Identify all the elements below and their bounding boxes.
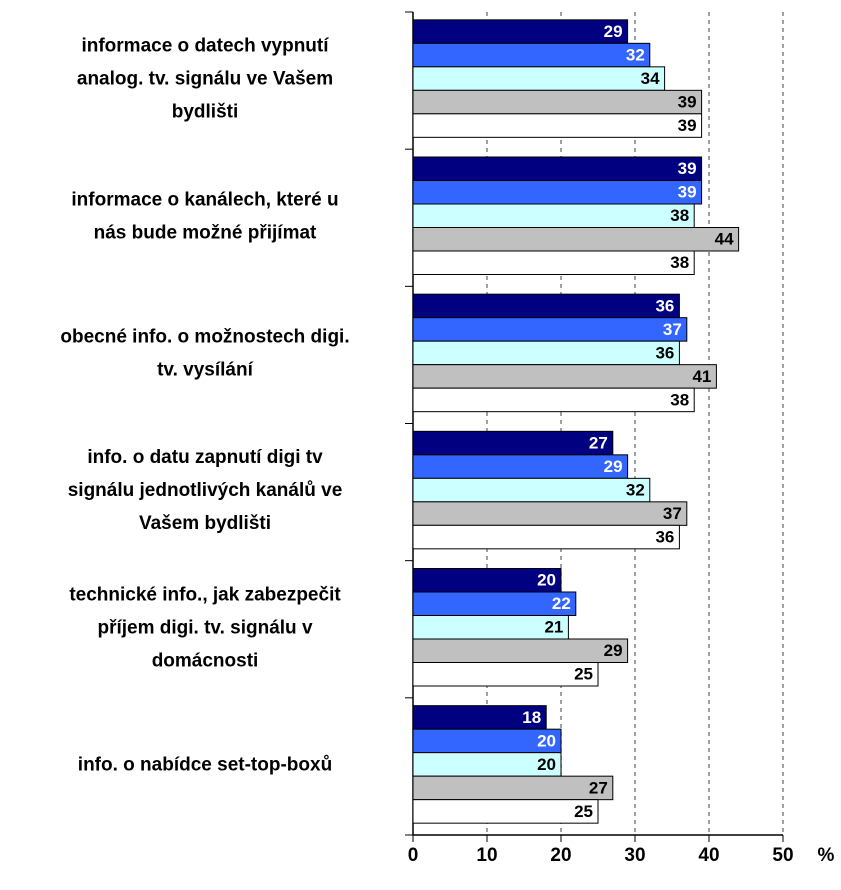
value-label: 32 bbox=[626, 46, 645, 65]
value-label: 20 bbox=[537, 571, 556, 590]
bar bbox=[412, 250, 695, 275]
category-label: příjem digi. tv. signálu v bbox=[97, 617, 312, 638]
bar bbox=[412, 799, 599, 824]
value-label: 36 bbox=[655, 528, 674, 547]
value-label: 27 bbox=[589, 434, 608, 453]
bar bbox=[412, 454, 629, 479]
category-label: analog. tv. signálu ve Vašem bbox=[77, 69, 333, 90]
value-label: 39 bbox=[678, 183, 697, 202]
value-label: 38 bbox=[670, 390, 689, 409]
x-axis-label: % bbox=[818, 845, 835, 866]
category-label: technické info., jak zabezpečit bbox=[69, 584, 341, 605]
value-label: 20 bbox=[537, 755, 556, 774]
value-label: 36 bbox=[655, 296, 674, 315]
bar bbox=[412, 775, 614, 801]
category-label: informace o datech vypnutí bbox=[81, 36, 329, 57]
bar bbox=[412, 66, 666, 91]
x-tick-label: 40 bbox=[698, 845, 719, 866]
bar bbox=[412, 293, 680, 319]
value-label: 38 bbox=[670, 253, 689, 272]
x-tick-label: 30 bbox=[624, 845, 645, 866]
bar bbox=[412, 501, 688, 526]
bar bbox=[412, 227, 740, 252]
x-tick-label: 20 bbox=[550, 845, 571, 866]
bar bbox=[412, 180, 703, 205]
bar bbox=[412, 89, 703, 115]
category-label: info. o nabídce set-top-boxů bbox=[78, 754, 332, 775]
value-label: 41 bbox=[692, 367, 711, 386]
bar bbox=[412, 203, 695, 228]
value-label: 25 bbox=[574, 802, 593, 821]
value-label: 39 bbox=[678, 159, 697, 178]
bar bbox=[412, 156, 703, 181]
value-label: 25 bbox=[574, 665, 593, 684]
category-label: obecné info. o možnostech digi. bbox=[60, 326, 349, 347]
bar bbox=[412, 113, 703, 138]
value-label: 39 bbox=[678, 116, 697, 135]
bar bbox=[412, 364, 717, 389]
category-label: tv. vysílání bbox=[157, 359, 253, 380]
x-tick-label: 50 bbox=[772, 845, 793, 866]
category-label: domácnosti bbox=[152, 650, 259, 671]
bar bbox=[412, 19, 629, 44]
bar bbox=[412, 662, 599, 687]
category-label: nás bude možné přijímat bbox=[94, 222, 317, 243]
bar bbox=[412, 477, 651, 503]
value-label: 36 bbox=[655, 343, 674, 362]
category-label: informace o kanálech, které u bbox=[71, 189, 338, 210]
value-label: 32 bbox=[626, 481, 645, 500]
value-label: 39 bbox=[678, 93, 697, 112]
value-label: 29 bbox=[604, 457, 623, 476]
value-label: 37 bbox=[663, 504, 682, 523]
value-label: 34 bbox=[641, 69, 660, 88]
category-label: info. o datu zapnutí digi tv bbox=[87, 447, 323, 468]
bar bbox=[412, 340, 680, 366]
x-tick-label: 0 bbox=[408, 845, 419, 866]
category-label: Vašem bydlišti bbox=[139, 513, 271, 534]
value-label: 18 bbox=[522, 708, 541, 727]
category-label: signálu jednotlivých kanálů ve bbox=[68, 480, 343, 501]
value-label: 44 bbox=[715, 230, 734, 249]
value-label: 20 bbox=[537, 731, 556, 750]
x-tick-label: 10 bbox=[476, 845, 497, 866]
value-label: 38 bbox=[670, 206, 689, 225]
value-label: 37 bbox=[663, 320, 682, 339]
bar bbox=[412, 524, 680, 550]
value-label: 27 bbox=[589, 778, 608, 797]
bar bbox=[412, 317, 688, 342]
bar bbox=[412, 430, 614, 456]
bar bbox=[412, 387, 695, 413]
value-label: 21 bbox=[544, 618, 563, 637]
value-label: 29 bbox=[604, 641, 623, 660]
value-label: 29 bbox=[604, 22, 623, 41]
bar bbox=[412, 42, 651, 68]
category-label: bydlišti bbox=[172, 102, 239, 123]
value-label: 22 bbox=[552, 594, 571, 613]
bar bbox=[412, 638, 629, 663]
